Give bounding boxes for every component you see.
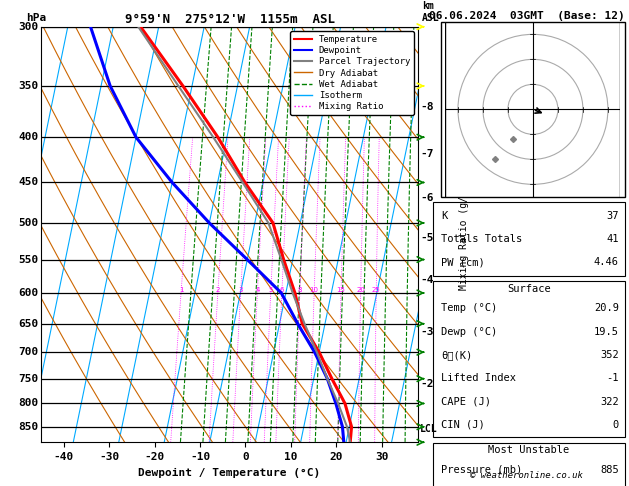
Text: kt: kt xyxy=(445,24,457,35)
Text: 6: 6 xyxy=(280,287,284,293)
Text: hPa: hPa xyxy=(26,13,46,22)
Text: 400: 400 xyxy=(19,132,39,142)
Text: 41: 41 xyxy=(606,234,619,244)
Text: 20.9: 20.9 xyxy=(594,303,619,313)
Text: CAPE (J): CAPE (J) xyxy=(441,397,491,407)
Text: Temp (°C): Temp (°C) xyxy=(441,303,497,313)
Text: 0: 0 xyxy=(613,420,619,430)
Text: Pressure (mb): Pressure (mb) xyxy=(441,465,522,475)
Text: K: K xyxy=(441,211,447,221)
Text: 500: 500 xyxy=(19,218,39,228)
Bar xyxy=(433,443,625,486)
Text: 4: 4 xyxy=(255,287,260,293)
Text: CIN (J): CIN (J) xyxy=(441,420,485,430)
Text: 06.06.2024  03GMT  (Base: 12): 06.06.2024 03GMT (Base: 12) xyxy=(429,11,625,21)
Text: 37: 37 xyxy=(606,211,619,221)
Text: 885: 885 xyxy=(600,465,619,475)
Text: 20: 20 xyxy=(356,287,365,293)
Bar xyxy=(433,202,625,276)
Text: 800: 800 xyxy=(19,399,39,408)
Text: 322: 322 xyxy=(600,397,619,407)
Text: 352: 352 xyxy=(600,350,619,360)
Text: Totals Totals: Totals Totals xyxy=(441,234,522,244)
Text: Most Unstable: Most Unstable xyxy=(488,445,569,455)
Text: 550: 550 xyxy=(19,255,39,264)
Text: Surface: Surface xyxy=(507,284,551,294)
Text: 1: 1 xyxy=(179,287,183,293)
Text: 650: 650 xyxy=(19,319,39,329)
Text: LCL: LCL xyxy=(420,424,438,434)
Bar xyxy=(433,281,625,437)
Text: 300: 300 xyxy=(19,22,39,32)
Text: 8: 8 xyxy=(298,287,302,293)
Text: -1: -1 xyxy=(606,373,619,383)
Text: 4.46: 4.46 xyxy=(594,258,619,267)
Title: 9°59'N  275°12'W  1155m  ASL: 9°59'N 275°12'W 1155m ASL xyxy=(125,13,335,26)
Text: 10: 10 xyxy=(309,287,319,293)
Text: Mixing Ratio (g/kg): Mixing Ratio (g/kg) xyxy=(459,179,469,290)
Text: -5: -5 xyxy=(420,233,433,243)
X-axis label: Dewpoint / Temperature (°C): Dewpoint / Temperature (°C) xyxy=(138,468,321,478)
Text: -7: -7 xyxy=(420,149,433,159)
Text: 600: 600 xyxy=(19,288,39,298)
Text: 2: 2 xyxy=(216,287,220,293)
Text: Dewp (°C): Dewp (°C) xyxy=(441,327,497,337)
Text: 5: 5 xyxy=(269,287,273,293)
Text: 450: 450 xyxy=(19,177,39,188)
Text: 700: 700 xyxy=(19,347,39,357)
Bar xyxy=(441,22,625,197)
Text: -8: -8 xyxy=(420,102,433,112)
Text: © weatheronline.co.uk: © weatheronline.co.uk xyxy=(470,471,583,480)
Text: 25: 25 xyxy=(372,287,381,293)
Text: PW (cm): PW (cm) xyxy=(441,258,485,267)
Text: Lifted Index: Lifted Index xyxy=(441,373,516,383)
Text: 350: 350 xyxy=(19,81,39,91)
Text: 3: 3 xyxy=(238,287,243,293)
Text: -4: -4 xyxy=(420,275,433,285)
Text: 15: 15 xyxy=(337,287,345,293)
Text: θᴄ(K): θᴄ(K) xyxy=(441,350,472,360)
Legend: Temperature, Dewpoint, Parcel Trajectory, Dry Adiabat, Wet Adiabat, Isotherm, Mi: Temperature, Dewpoint, Parcel Trajectory… xyxy=(290,31,414,115)
Text: km
ASL: km ASL xyxy=(422,1,440,22)
Text: -2: -2 xyxy=(420,379,433,389)
Text: 19.5: 19.5 xyxy=(594,327,619,337)
Text: 850: 850 xyxy=(19,422,39,432)
Text: -6: -6 xyxy=(420,192,433,203)
Text: -3: -3 xyxy=(420,328,433,337)
Text: 750: 750 xyxy=(19,374,39,383)
